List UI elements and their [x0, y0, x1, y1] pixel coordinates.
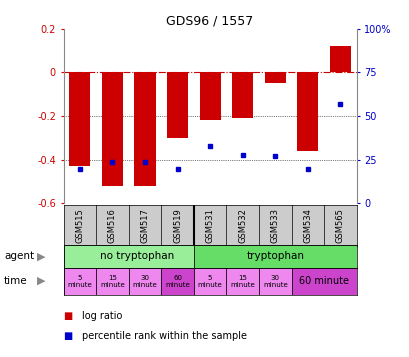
Bar	[291, 268, 356, 295]
Text: GSM519: GSM519	[173, 208, 182, 243]
Text: no tryptophan: no tryptophan	[99, 251, 173, 261]
Bar	[128, 268, 161, 295]
Text: 15
minute: 15 minute	[230, 275, 254, 288]
Text: 60
minute: 60 minute	[165, 275, 189, 288]
Bar	[101, 72, 123, 186]
Bar	[193, 268, 226, 295]
Text: 60 minute: 60 minute	[299, 276, 348, 286]
Text: GSM534: GSM534	[303, 208, 312, 243]
Bar	[258, 268, 291, 295]
Text: 15
minute: 15 minute	[100, 275, 124, 288]
Text: percentile rank within the sample: percentile rank within the sample	[82, 331, 246, 341]
Text: GSM516: GSM516	[108, 208, 117, 243]
Bar	[193, 245, 356, 268]
Text: 5
minute: 5 minute	[67, 275, 92, 288]
Text: tryptophan: tryptophan	[246, 251, 303, 261]
Bar	[264, 72, 285, 83]
Text: log ratio: log ratio	[82, 311, 122, 321]
Text: ▶: ▶	[37, 276, 45, 286]
Bar	[166, 72, 188, 138]
Text: GSM515: GSM515	[75, 208, 84, 243]
Title: GDS96 / 1557: GDS96 / 1557	[166, 14, 253, 27]
Text: GSM517: GSM517	[140, 208, 149, 243]
Text: 30
minute: 30 minute	[132, 275, 157, 288]
Text: GSM565: GSM565	[335, 208, 344, 243]
Bar	[134, 72, 155, 186]
Bar	[297, 72, 318, 151]
Text: 5
minute: 5 minute	[197, 275, 222, 288]
Bar	[63, 268, 96, 295]
Text: 30
minute: 30 minute	[262, 275, 287, 288]
Bar	[226, 268, 258, 295]
Text: time: time	[4, 276, 28, 286]
Bar	[161, 268, 193, 295]
Text: GSM533: GSM533	[270, 208, 279, 243]
Text: ▶: ▶	[37, 251, 45, 261]
Bar	[231, 72, 253, 118]
Text: agent: agent	[4, 251, 34, 261]
Bar	[199, 72, 220, 120]
Bar	[329, 46, 350, 72]
Text: ■: ■	[63, 311, 73, 321]
Bar	[96, 268, 128, 295]
Text: GSM531: GSM531	[205, 208, 214, 243]
Bar	[63, 245, 193, 268]
Bar	[69, 72, 90, 166]
Text: GSM532: GSM532	[238, 208, 247, 243]
Text: ■: ■	[63, 331, 73, 341]
